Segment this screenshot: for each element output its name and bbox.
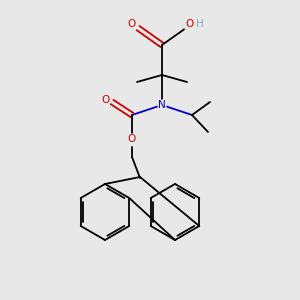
Text: O: O	[128, 19, 136, 29]
Text: O: O	[128, 134, 136, 144]
Text: H: H	[196, 19, 204, 29]
Text: O: O	[185, 19, 193, 29]
Text: N: N	[158, 100, 166, 110]
Text: O: O	[101, 95, 109, 105]
